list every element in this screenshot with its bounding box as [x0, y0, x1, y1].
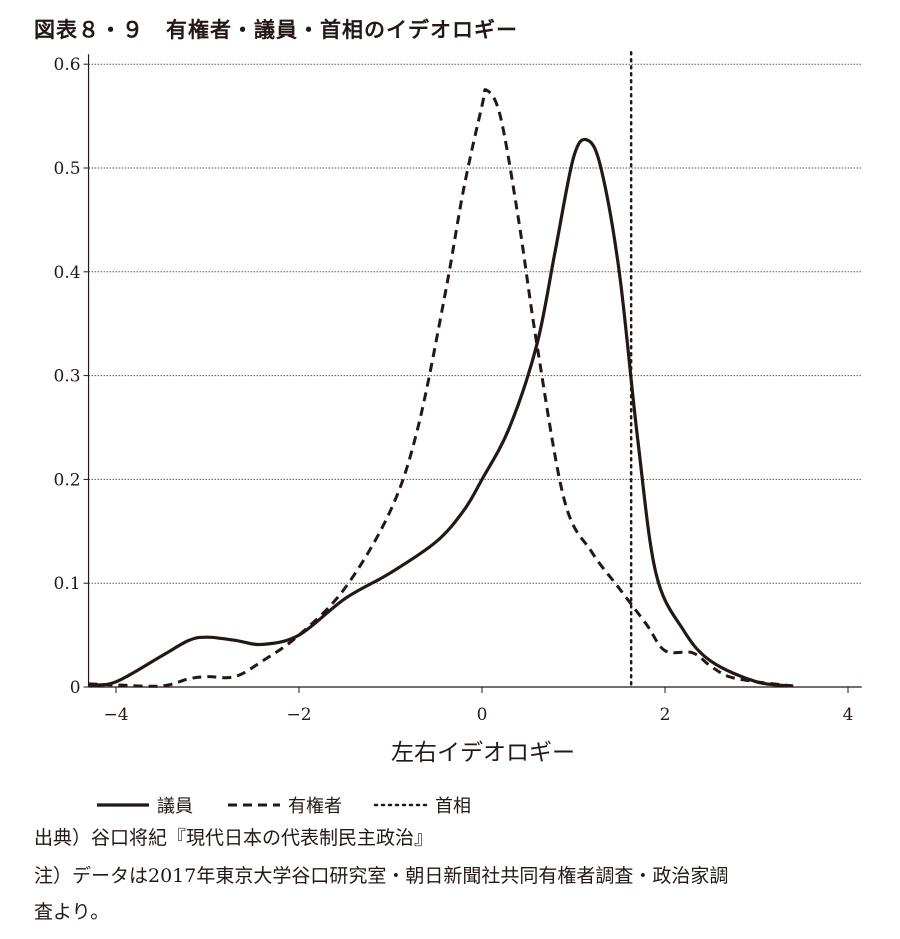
- y-tick-label: 0: [70, 678, 81, 698]
- y-tick-label: 0.6: [54, 55, 81, 75]
- x-axis-label: 左右イデオロギー: [391, 740, 575, 766]
- data-note: 注）データは2017年東京大学谷口研究室・朝日新聞社共同有権者調査・政治家調: [34, 865, 729, 887]
- series-line-有権者: [88, 88, 794, 688]
- x-tick-label: 0: [477, 705, 488, 725]
- data-note-cont: 査より。: [34, 901, 110, 923]
- series-line-議員: [88, 137, 794, 688]
- y-tick-label: 0.3: [54, 367, 81, 387]
- legend-label: 議員: [157, 796, 193, 817]
- y-tick-label: 0.2: [54, 470, 81, 490]
- x-tick-label: −4: [103, 705, 128, 725]
- legend-label: 有権者: [288, 796, 342, 817]
- source-note: 出典）谷口将紀『現代日本の代表制民主政治』: [34, 827, 434, 849]
- x-tick-label: 4: [843, 705, 854, 725]
- y-tick-label: 0.4: [54, 263, 81, 283]
- x-tick-label: −2: [286, 705, 311, 725]
- y-tick-label: 0.1: [54, 574, 81, 594]
- legend-label: 首相: [435, 796, 471, 817]
- chart-title: 図表８・９ 有権者・議員・首相のイデオロギー: [34, 18, 518, 42]
- x-tick-label: 2: [660, 705, 671, 725]
- y-tick-label: 0.5: [54, 159, 81, 179]
